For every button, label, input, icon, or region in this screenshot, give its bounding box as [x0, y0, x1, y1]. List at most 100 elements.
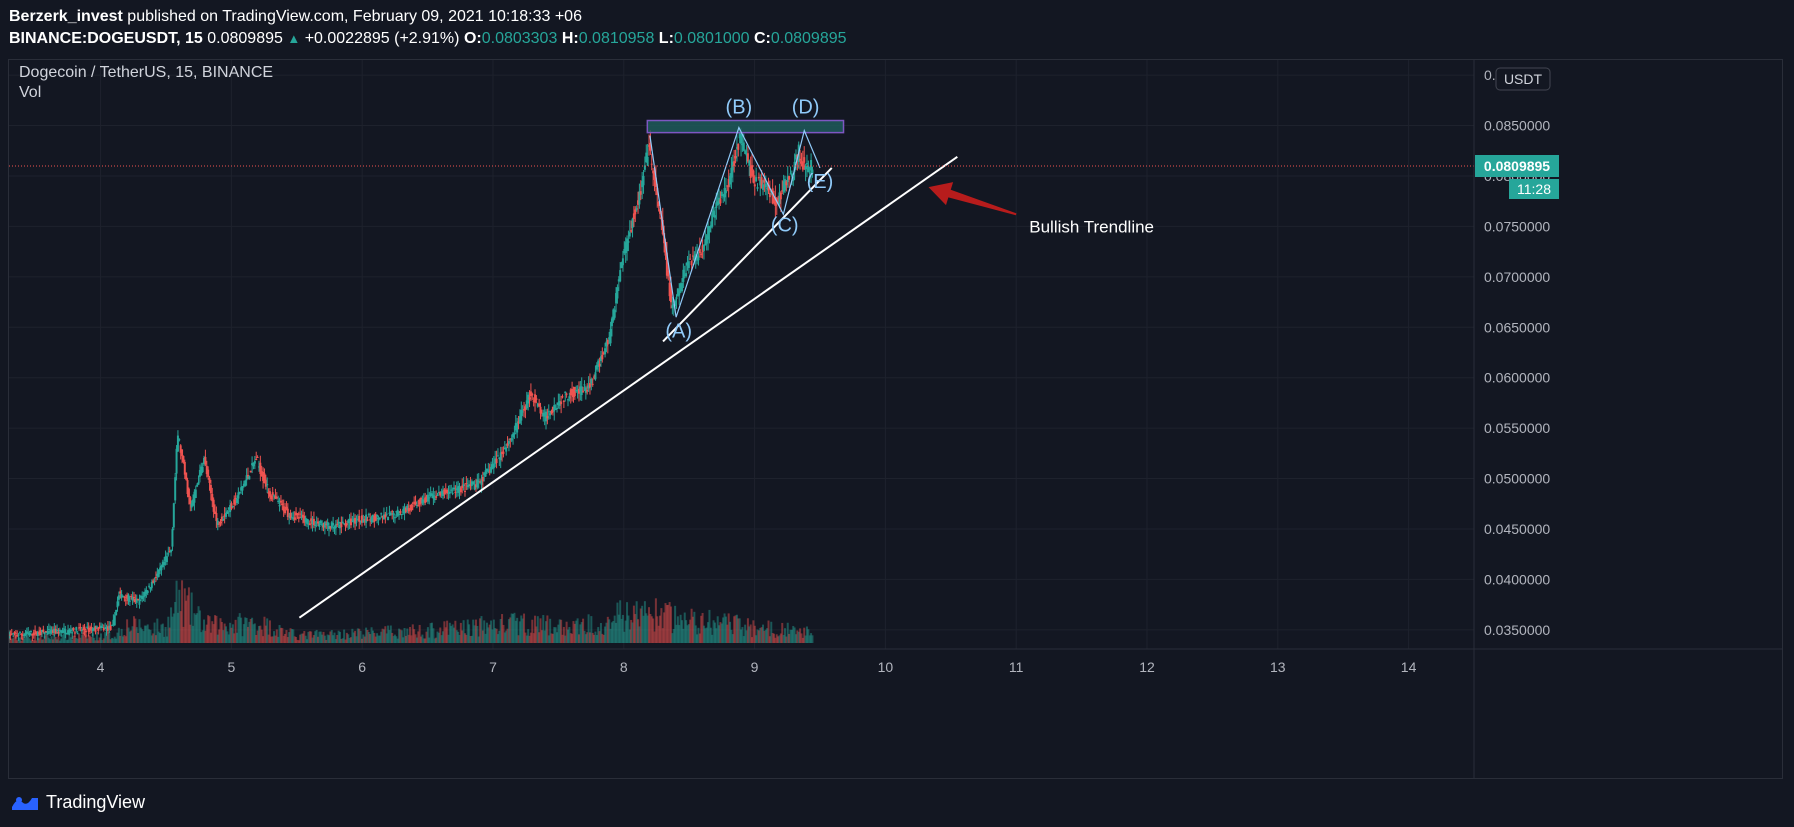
time-tick-label: 6	[358, 659, 366, 675]
candle-body	[100, 625, 103, 628]
volume-bar	[730, 629, 733, 643]
candle-body	[263, 473, 266, 484]
candle-body	[382, 514, 385, 520]
candle-body	[534, 394, 537, 403]
grid	[9, 60, 1474, 649]
volume-bar	[185, 600, 188, 643]
volume-bar	[53, 634, 56, 643]
candle-body	[216, 520, 219, 526]
currency-badge[interactable]	[1495, 67, 1551, 91]
volume-bar	[143, 625, 146, 643]
candle-body	[235, 498, 238, 503]
candle-body	[326, 521, 329, 526]
volume-bar	[174, 601, 177, 643]
candle-body	[792, 176, 795, 182]
candle-body	[624, 242, 627, 254]
volume-bar	[810, 633, 813, 643]
candle-body	[290, 517, 293, 519]
volume-bar	[679, 614, 682, 643]
volume-bar	[689, 619, 692, 643]
volume-bar	[182, 626, 185, 643]
volume-bar	[709, 627, 712, 643]
volume-bar	[209, 632, 212, 643]
candle-body	[810, 160, 813, 171]
candle-body	[418, 499, 421, 505]
volume-bar	[760, 627, 763, 643]
volume-bar	[675, 624, 678, 643]
published-text: published on TradingView.com, February 0…	[122, 8, 582, 25]
tradingview-brand[interactable]: TradingView	[46, 791, 146, 812]
candle-body	[330, 522, 333, 528]
volume-bar	[215, 615, 218, 643]
volume-bar	[685, 620, 688, 643]
volume-bar	[321, 634, 324, 643]
wave-label: (D)	[792, 96, 820, 118]
candle-body	[230, 503, 233, 509]
volume-bar	[170, 607, 173, 643]
time-tick-label: 4	[97, 659, 105, 675]
volume-bar	[359, 630, 362, 643]
volume-bar	[804, 635, 807, 643]
volume-bar	[579, 624, 582, 643]
candle-body	[469, 484, 472, 487]
price-axis[interactable]: 0.0350000 0.0400000 0.0450000 0.0500000 0.05…	[1473, 60, 1559, 778]
volume-bar	[539, 618, 542, 643]
price-chart[interactable]: (A) (B) (C) (D) (E) Bullish Trendline 0.03500…	[9, 60, 1782, 778]
volume-bar	[396, 638, 399, 643]
candle-body	[588, 383, 591, 388]
candle-body	[222, 518, 225, 521]
wave-label: (E)	[807, 171, 834, 193]
candle-body	[429, 493, 432, 497]
candle-body	[31, 633, 34, 636]
volume-bar	[130, 630, 133, 643]
candle-body	[764, 183, 767, 188]
candle-body	[163, 561, 166, 566]
candle-body	[671, 305, 674, 308]
volume-bar	[380, 631, 383, 643]
candle-body	[414, 502, 417, 505]
volume-bar	[694, 625, 697, 643]
candle-body	[256, 456, 259, 458]
candle-body	[245, 475, 248, 481]
candle-body	[627, 241, 630, 243]
candle-body	[547, 411, 550, 413]
candle-body	[274, 496, 277, 499]
volume-bar	[227, 634, 230, 643]
volume-bar	[138, 619, 141, 643]
candle-body	[385, 513, 388, 515]
candle-body	[203, 457, 206, 465]
candle-body	[248, 476, 251, 480]
candle-body	[425, 496, 428, 498]
candle-body	[223, 514, 226, 517]
candle-body	[80, 629, 83, 631]
volume-bar	[319, 631, 322, 643]
volume-bar	[540, 630, 543, 643]
candle-body	[435, 496, 438, 498]
candle-body	[153, 581, 156, 583]
candle-body	[446, 489, 449, 494]
candle-body	[436, 495, 439, 497]
volume-bar	[297, 640, 300, 643]
candle-body	[56, 629, 59, 632]
volume-bar	[101, 640, 104, 643]
volume-bar	[242, 624, 245, 643]
volume-bar	[546, 615, 549, 643]
time-axis[interactable]: 4 5 6 7 8 9 10 11 12 13 14	[9, 648, 1782, 675]
volume-bar	[560, 619, 563, 643]
volume-bar	[631, 622, 634, 643]
drawings[interactable]: (A) (B) (C) (D) (E) Bullish Trendline	[9, 96, 1474, 619]
volume-bar	[126, 619, 129, 643]
author-name[interactable]: Berzerk_invest	[9, 8, 123, 25]
close-value: 0.0809895	[770, 30, 847, 47]
volume-bar	[124, 636, 127, 643]
chart-area[interactable]: (A) (B) (C) (D) (E) Bullish Trendline 0.03500…	[8, 59, 1783, 779]
volume-bar	[764, 629, 767, 643]
candle-body	[69, 629, 72, 632]
candle-body	[338, 524, 341, 529]
candle-body	[586, 390, 589, 392]
candle-body	[696, 255, 699, 261]
candle-body	[738, 130, 741, 139]
candle-body	[584, 387, 587, 393]
candle-body	[289, 512, 292, 519]
candle-body	[700, 253, 703, 255]
